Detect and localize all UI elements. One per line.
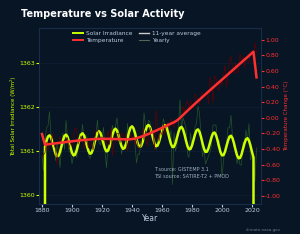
- Text: T source: GISTEMP 3.1
TSI source: SATIRE-T2 + PMOD: T source: GISTEMP 3.1 TSI source: SATIRE…: [154, 167, 229, 179]
- Y-axis label: Total Solar Irradiance (W/m²): Total Solar Irradiance (W/m²): [10, 76, 16, 156]
- Y-axis label: Temperature Change (°C): Temperature Change (°C): [284, 81, 289, 151]
- Text: Temperature vs Solar Activity: Temperature vs Solar Activity: [21, 9, 184, 19]
- Legend: Solar Irradiance, Temperature, 11-year average, Yearly: Solar Irradiance, Temperature, 11-year a…: [73, 31, 201, 44]
- Text: climate.nasa.gov: climate.nasa.gov: [246, 228, 281, 232]
- X-axis label: Year: Year: [142, 214, 158, 223]
